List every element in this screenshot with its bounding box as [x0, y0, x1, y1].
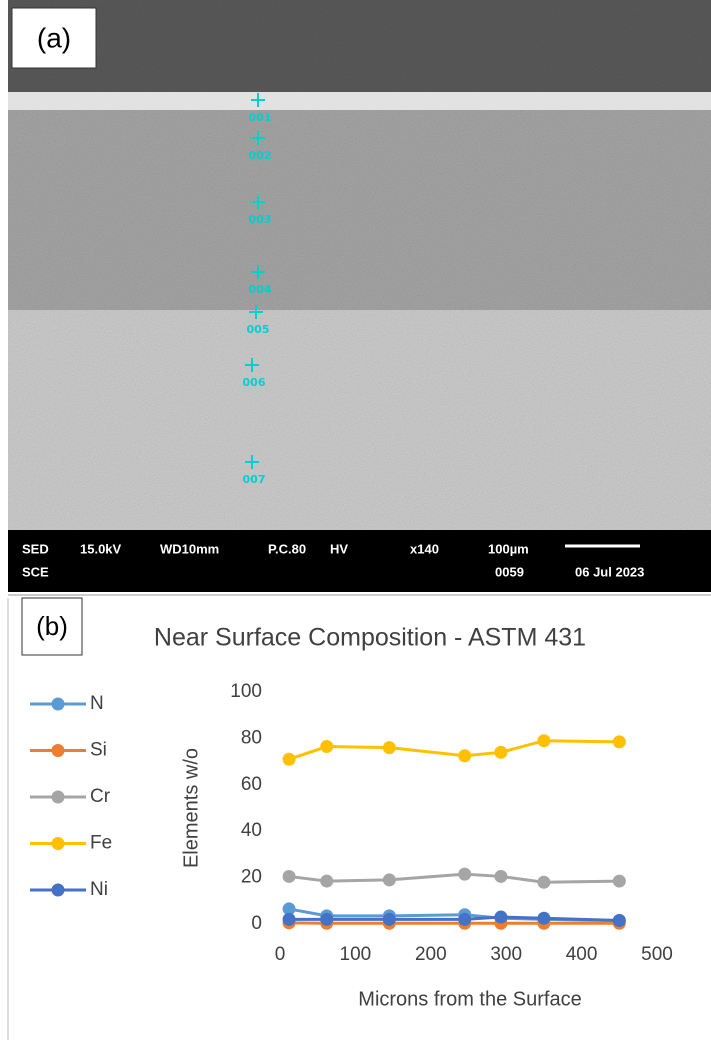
info-text: HV	[330, 541, 348, 556]
info-text: 15.0kV	[80, 541, 122, 556]
data-point	[458, 749, 471, 762]
sem-core-layer	[8, 310, 711, 530]
data-point	[283, 870, 296, 883]
y-tick-label: 0	[251, 913, 262, 934]
data-point	[494, 911, 507, 924]
series-line	[289, 917, 619, 920]
point-label: 004	[249, 283, 272, 296]
x-tick-label: 500	[641, 944, 673, 965]
data-point	[320, 875, 333, 888]
point-label: 007	[243, 473, 266, 486]
info-text: 0059	[495, 564, 524, 579]
data-point	[494, 870, 507, 883]
legend-label: N	[90, 693, 104, 714]
point-label: 003	[249, 213, 272, 226]
sem-bright-layer	[8, 92, 711, 110]
sem-top-layer	[8, 0, 711, 92]
point-label: 006	[243, 376, 266, 389]
y-axis-label: Elements w/o	[180, 748, 202, 868]
legend-label: Cr	[90, 786, 111, 807]
data-point	[458, 868, 471, 881]
legend-label: Fe	[90, 833, 112, 854]
info-text: SED	[22, 541, 49, 556]
x-tick-label: 300	[490, 944, 522, 965]
x-tick-label: 0	[275, 944, 286, 965]
data-point	[320, 740, 333, 753]
data-point	[320, 913, 333, 926]
point-label: 001	[249, 111, 272, 124]
x-axis-label: Microns from the Surface	[358, 988, 581, 1010]
legend-marker	[52, 791, 65, 804]
y-tick-label: 60	[241, 774, 262, 795]
y-tick-label: 100	[230, 681, 262, 702]
data-point	[613, 875, 626, 888]
data-point	[613, 914, 626, 927]
data-point	[283, 753, 296, 766]
panel-label: (b)	[36, 611, 68, 641]
data-point	[458, 913, 471, 926]
data-point	[383, 741, 396, 754]
y-tick-label: 80	[241, 727, 262, 748]
info-text: P.C.80	[268, 541, 306, 556]
info-text: SCE	[22, 564, 49, 579]
legend-marker	[52, 744, 65, 757]
y-tick-label: 20	[241, 867, 262, 888]
data-point	[537, 734, 550, 747]
info-text: WD10mm	[160, 541, 219, 556]
data-point	[537, 876, 550, 889]
info-text: 06 Jul 2023	[575, 564, 644, 579]
data-point	[383, 913, 396, 926]
info-text: x140	[410, 541, 439, 556]
sem-info-bar	[8, 530, 711, 592]
data-point	[383, 873, 396, 886]
legend-marker	[52, 884, 65, 897]
data-point	[613, 735, 626, 748]
info-text: 100µm	[488, 541, 529, 556]
legend-marker	[52, 698, 65, 711]
point-label: 002	[249, 149, 272, 162]
data-point	[283, 913, 296, 926]
data-point	[494, 746, 507, 759]
y-tick-label: 40	[241, 820, 262, 841]
series-line	[289, 874, 619, 882]
x-tick-label: 200	[415, 944, 447, 965]
legend-label: Si	[90, 740, 107, 761]
sem-image: (a)	[8, 0, 711, 592]
series-line	[289, 741, 619, 760]
legend-marker	[52, 837, 65, 850]
x-tick-label: 400	[566, 944, 598, 965]
x-tick-label: 100	[340, 944, 372, 965]
panel-label: (a)	[37, 22, 71, 53]
sem-case-layer	[8, 110, 711, 310]
legend-label: Ni	[90, 879, 108, 900]
point-label: 005	[247, 323, 270, 336]
data-point	[537, 912, 550, 925]
chart-title: Near Surface Composition - ASTM 431	[154, 624, 586, 652]
